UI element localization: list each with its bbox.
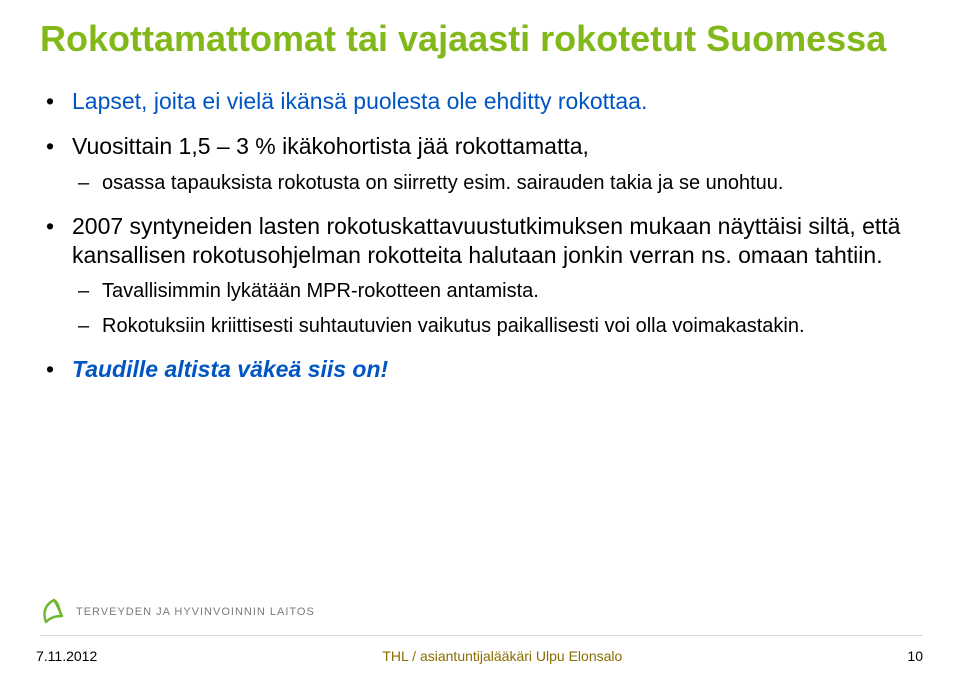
bullet-text: 2007 syntyneiden lasten rokotuskattavuus…: [72, 213, 900, 268]
logo-block: TERVEYDEN JA HYVINVOINNIN LAITOS: [40, 598, 315, 626]
bullet-text: Taudille altista väkeä siis on!: [72, 356, 388, 382]
footer-source: THL / asiantuntijalääkäri Ulpu Elonsalo: [382, 648, 622, 664]
bullet-item: Lapset, joita ei vielä ikänsä puolesta o…: [40, 87, 919, 116]
footer-page: 10: [907, 648, 923, 664]
sub-bullet-item: osassa tapauksista rokotusta on siirrett…: [72, 171, 919, 196]
footer-divider: [40, 635, 923, 636]
slide: Rokottamattomat tai vajaasti rokotetut S…: [0, 0, 959, 676]
footer: 7.11.2012 THL / asiantuntijalääkäri Ulpu…: [0, 648, 959, 664]
slide-content: Lapset, joita ei vielä ikänsä puolesta o…: [40, 87, 919, 384]
bullet-item: 2007 syntyneiden lasten rokotuskattavuus…: [40, 212, 919, 340]
bullet-item: Taudille altista väkeä siis on!: [40, 355, 919, 384]
footer-date: 7.11.2012: [36, 648, 97, 664]
sub-bullet-item: Rokotuksiin kriittisesti suhtautuvien va…: [72, 314, 919, 339]
sub-bullet-item: Tavallisimmin lykätään MPR-rokotteen ant…: [72, 279, 919, 304]
bullet-item: Vuosittain 1,5 – 3 % ikäkohortista jää r…: [40, 132, 919, 196]
bullet-text: Lapset, joita ei vielä ikänsä puolesta o…: [72, 88, 647, 114]
leaf-icon: [40, 598, 68, 626]
logo-text: TERVEYDEN JA HYVINVOINNIN LAITOS: [76, 606, 315, 618]
bullet-text: Vuosittain 1,5 – 3 % ikäkohortista jää r…: [72, 133, 589, 159]
slide-title: Rokottamattomat tai vajaasti rokotetut S…: [40, 18, 919, 59]
